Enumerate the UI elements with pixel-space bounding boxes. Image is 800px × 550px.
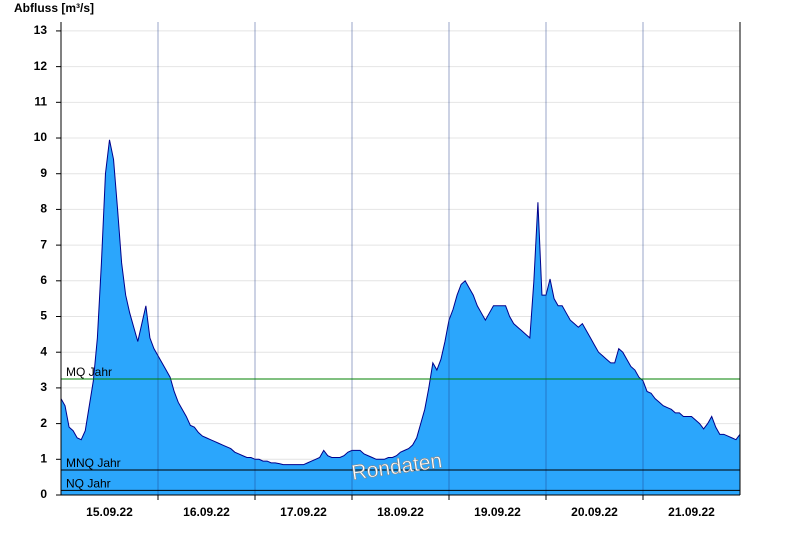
x-tick-label: 21.09.22 [668,505,715,519]
reference-label: MQ Jahr [66,365,112,379]
y-tick-label: 4 [40,344,47,358]
x-tick-label: 19.09.22 [474,505,521,519]
y-tick-label: 7 [40,237,47,251]
y-tick-label: 9 [40,166,47,180]
y-tick-label: 11 [34,94,47,108]
reference-label: MNQ Jahr [66,456,121,470]
y-tick-label: 0 [40,487,47,501]
reference-label: NQ Jahr [66,477,111,491]
x-tick-label: 15.09.22 [86,505,133,519]
x-tick-label: 16.09.22 [183,505,230,519]
y-tick-label: 12 [34,59,48,73]
line [60,139,741,466]
y-tick-label: 3 [40,380,47,394]
y-tick-label: 2 [40,416,47,430]
x-tick-label: 20.09.22 [571,505,618,519]
y-tick-label: 13 [34,23,48,37]
y-tick-label: 10 [34,130,48,144]
y-tick-label: 1 [40,451,47,465]
y-tick-label: 6 [40,273,47,287]
x-tick-label: 17.09.22 [280,505,327,519]
y-axis-title: Abfluss [m³/s] [14,1,94,15]
y-tick-label: 8 [40,202,47,216]
x-tick-label: 18.09.22 [377,505,424,519]
area [61,139,740,495]
y-tick-label: 5 [40,309,47,323]
